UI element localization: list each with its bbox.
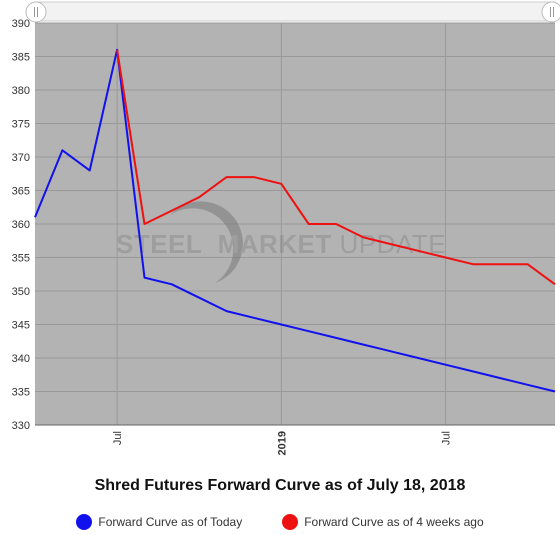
legend-label-today: Forward Curve as of Today <box>98 515 243 529</box>
legend-item-4-weeks-ago[interactable]: Forward Curve as of 4 weeks ago <box>282 514 484 530</box>
watermark-swoosh <box>170 201 243 283</box>
legend-swatch-today <box>76 514 93 530</box>
y-tick-label: 335 <box>12 387 30 399</box>
y-tick-label: 365 <box>12 186 30 198</box>
y-tick-label: 375 <box>12 119 30 131</box>
y-tick-label: 370 <box>12 152 30 164</box>
y-tick-label: 385 <box>12 52 30 64</box>
y-tick-label: 360 <box>12 219 30 231</box>
legend: Forward Curve as of Today Forward Curve … <box>0 514 560 530</box>
legend-swatch-4-weeks-ago <box>282 514 299 530</box>
y-tick-label: 340 <box>12 353 30 365</box>
y-tick-label: 390 <box>12 18 30 30</box>
series-line-4-weeks-ago[interactable] <box>116 49 556 286</box>
svg-text:STEEL MARKET UPDAT: STEEL MARKET UPDATE <box>116 229 446 259</box>
y-tick-label: 350 <box>12 286 30 298</box>
x-tick-label: Jul <box>441 431 453 445</box>
y-tick-label: 380 <box>12 85 30 97</box>
x-axis-ticks: Jul 2019 Jul <box>112 431 452 455</box>
series-lines <box>34 48 556 393</box>
y-tick-label: 355 <box>12 253 30 265</box>
series-line-today[interactable] <box>34 48 556 393</box>
watermark-word-steel: STEEL <box>116 229 202 259</box>
x-tick-label: Jul <box>112 431 124 445</box>
y-axis-ticks: 330 335 340 345 350 355 360 365 370 375 380 385 390 <box>12 18 30 432</box>
range-handle-left[interactable] <box>25 1 47 23</box>
chart-title: Shred Futures Forward Curve as of July 1… <box>94 477 466 494</box>
x-tick-label: 2019 <box>276 431 288 455</box>
y-tick-label: 345 <box>12 320 30 332</box>
y-tick-label: 330 <box>12 420 30 432</box>
watermark-word-market: MARKET <box>218 229 332 259</box>
legend-label-4-weeks-ago: Forward Curve as of 4 weeks ago <box>304 515 484 529</box>
range-handle-right[interactable] <box>541 1 560 23</box>
legend-item-today[interactable]: Forward Curve as of Today <box>76 514 242 530</box>
range-navigator[interactable] <box>25 1 560 23</box>
